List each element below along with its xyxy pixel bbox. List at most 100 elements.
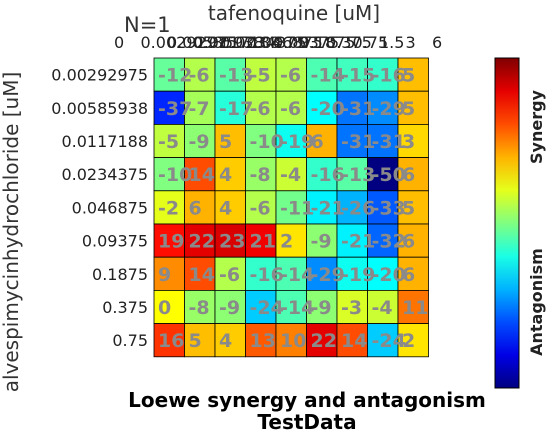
y-tick-label: 0.09375 [82,232,148,251]
x-tick-labels: 0 0.002929750.005859380.01171880.02343750… [114,33,442,52]
heatmap-cell [153,256,185,291]
heatmap-cell [306,289,338,324]
cell-value-label: -20 [311,98,345,120]
cell-value-label: 4 [219,197,232,219]
x-tick-label: 0.375 [326,33,372,52]
cell-value-label: -5 [250,65,271,87]
cell-value-label: 6 [311,131,324,153]
heatmap-cell [153,124,185,159]
cell-value-label: -13 [341,164,375,186]
cell-value-label: -50 [372,164,406,186]
heatmap-cell [336,256,368,291]
cell-value-label: -19 [341,264,375,286]
y-axis-title: alvespimycinhydrochloride [uM] [0,72,23,393]
cell-value-label: 3 [402,131,415,153]
cell-value-label: -32 [372,231,406,253]
cell-value-label: -5 [158,131,179,153]
heatmap-cell [397,124,429,159]
heatmap-cell [153,223,185,258]
cell-value-label: -4 [372,297,393,319]
colorbar [494,57,520,389]
heatmap-cell [306,57,338,92]
heatmap-cell [397,289,429,324]
heatmap-cell [397,190,429,225]
cell-value-label: -20 [372,264,406,286]
cell-value-label: -31 [341,131,375,153]
heatmap-cell [397,323,429,358]
cell-value-label: -6 [250,197,271,219]
heatmap-cell [153,289,185,324]
heatmap-cell [245,124,277,159]
cell-value-label: -14 [280,264,314,286]
cell-value-label: 13 [250,330,276,352]
cell-value-label: -6 [189,65,210,87]
y-tick-label: 0.0117188 [61,132,148,151]
cell-value-label: -2 [158,197,179,219]
cell-value-label: -6 [280,98,301,120]
cell-value-label: -29 [311,264,345,286]
cell-value-label: -37 [158,98,192,120]
heatmap-cell [397,223,429,258]
heatmap-cell [184,57,216,92]
cell-value-label: 6 [402,164,415,186]
heatmap-cell [336,289,368,324]
cell-value-label: 10 [280,330,306,352]
cell-value-label: 5 [402,197,415,219]
cell-value-label: -9 [311,297,332,319]
cell-value-label: -11 [280,197,314,219]
heatmap-cell [245,157,277,192]
heatmap-cell [153,190,185,225]
cell-value-label: 4 [219,330,232,352]
heatmap-cell [275,223,307,258]
cell-value-label: 14 [341,330,367,352]
heatmap-cell [214,124,246,159]
cell-value-label: -17 [219,98,253,120]
cell-value-label: 6 [189,197,202,219]
cell-value-label: 21 [250,231,276,253]
cell-value-label: 14 [189,164,215,186]
cell-value-label: -15 [341,65,375,87]
cell-value-label: 14 [189,264,215,286]
x-tick-label: 0.046875 [247,33,323,52]
colorbar-synergy-label: Synergy [527,89,546,164]
heatmap-cell [397,157,429,192]
heatmap-cell [214,323,246,358]
cell-value-label: -9 [311,231,332,253]
cell-value-label: -6 [280,65,301,87]
chart-title-line2: TestData [257,410,356,433]
x-tick-label: 0.0117188 [194,33,281,52]
y-tick-label: 0.75 [112,331,148,350]
cell-value-label: 9 [158,264,171,286]
heatmap-cell [245,223,277,258]
x-axis-title: tafenoquine [uM] [208,1,380,25]
heatmap-cell [367,57,399,92]
heatmap-cell [153,90,185,125]
heatmap-cell [336,90,368,125]
x-tick-label: 6 [432,33,442,52]
cell-value-label: -16 [250,264,284,286]
cell-value-label: -19 [280,131,314,153]
heatmap-cell [153,57,185,92]
y-tick-label: 0.375 [102,298,148,317]
heatmap-cells [153,57,429,358]
x-tick-label: 0.75 [353,33,389,52]
cell-value-label: -14 [311,65,345,87]
cell-value-label: -24 [250,297,284,319]
cell-value-label: -10 [250,131,284,153]
cell-value-label: 16 [158,330,184,352]
x-tick-label: 0.00292975 [141,33,238,52]
x-tick-label: 0 [114,33,124,52]
heatmap-cell [367,90,399,125]
cell-value-label: -10 [158,164,192,186]
x-tick-label: 0.1875 [300,33,356,52]
cell-value-label: -14 [280,297,314,319]
cell-value-label: 4 [219,164,232,186]
heatmap-cell [153,323,185,358]
heatmap-cell-labels: -12-6 -13-5 -6 -14-15-165-37-7 -17-6 -6 -20-31… [158,65,428,353]
heatmap-cell [245,289,277,324]
cell-value-label: 5 [189,330,202,352]
heatmap-cell [184,124,216,159]
cell-value-label: -13 [219,65,253,87]
heatmap-cell [275,124,307,159]
cell-value-label: -31 [372,131,406,153]
